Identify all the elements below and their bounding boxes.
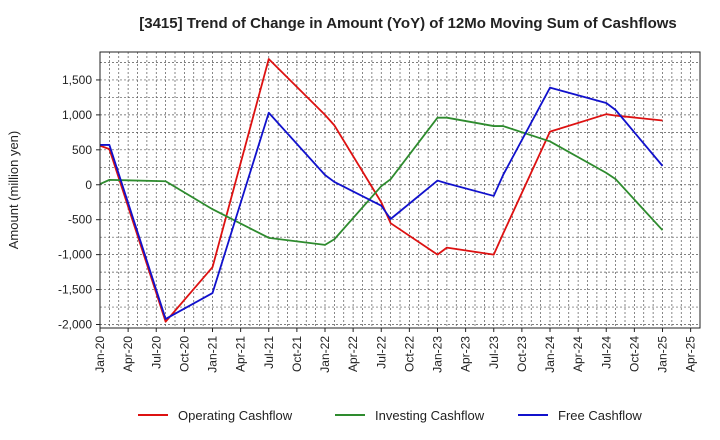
x-tick-label: Jan-21	[206, 336, 220, 373]
legend-label-operating-cashflow: Operating Cashflow	[178, 408, 293, 423]
legend: Operating Cashflow Investing Cashflow Free…	[138, 408, 642, 423]
x-tick-label: Oct-20	[177, 336, 191, 372]
legend-label-free-cashflow: Free Cashflow	[558, 408, 642, 423]
y-tick-label: -1,000	[58, 248, 92, 262]
y-axis-label: Amount (million yen)	[6, 131, 21, 250]
series-line-operating-cashflow	[99, 58, 663, 323]
x-tick-label: Jan-22	[318, 336, 332, 373]
series-line-free-cashflow	[100, 86, 664, 320]
x-tick-label: Oct-23	[515, 336, 529, 372]
grid-lines	[100, 52, 700, 328]
x-tick-label: Jul-22	[374, 336, 388, 369]
y-tick-label: -2,000	[58, 318, 92, 332]
y-tick-label: -1,500	[58, 283, 92, 297]
y-tick-label: 500	[72, 143, 92, 157]
x-tick-label: Oct-22	[402, 336, 416, 372]
x-tick-label: Oct-21	[290, 336, 304, 372]
x-tick-label: Apr-21	[234, 336, 248, 372]
x-tick-label: Jan-24	[543, 336, 557, 373]
y-tick-label: -500	[68, 213, 92, 227]
y-tick-label: 1,000	[62, 108, 92, 122]
x-tick-label: Apr-24	[571, 336, 585, 372]
x-tick-label: Oct-24	[627, 336, 641, 372]
x-tick-label: Jul-21	[262, 336, 276, 369]
x-tick-label: Apr-22	[346, 336, 360, 372]
x-tick-label: Jan-25	[656, 336, 670, 373]
x-tick-label: Jul-20	[149, 336, 163, 369]
x-tick-label: Jan-20	[93, 336, 107, 373]
series-line-investing-cashflow	[99, 116, 664, 246]
plot-area-frame	[99, 51, 701, 329]
legend-label-investing-cashflow: Investing Cashflow	[375, 408, 485, 423]
y-tick-label: 0	[85, 178, 92, 192]
x-tick-label: Jul-23	[487, 336, 501, 369]
x-tick-label: Jan-23	[431, 336, 445, 373]
x-tick-label: Apr-23	[459, 336, 473, 372]
axis-ticks: 1,5001,0005000-500-1,000-1,500-2,000Jan-…	[58, 73, 698, 373]
x-tick-label: Apr-25	[684, 336, 698, 372]
x-tick-label: Jul-24	[599, 336, 613, 369]
chart-title: [3415] Trend of Change in Amount (YoY) o…	[139, 15, 677, 32]
y-tick-label: 1,500	[62, 73, 92, 87]
x-tick-label: Apr-20	[121, 336, 135, 372]
series-lines	[99, 58, 664, 323]
